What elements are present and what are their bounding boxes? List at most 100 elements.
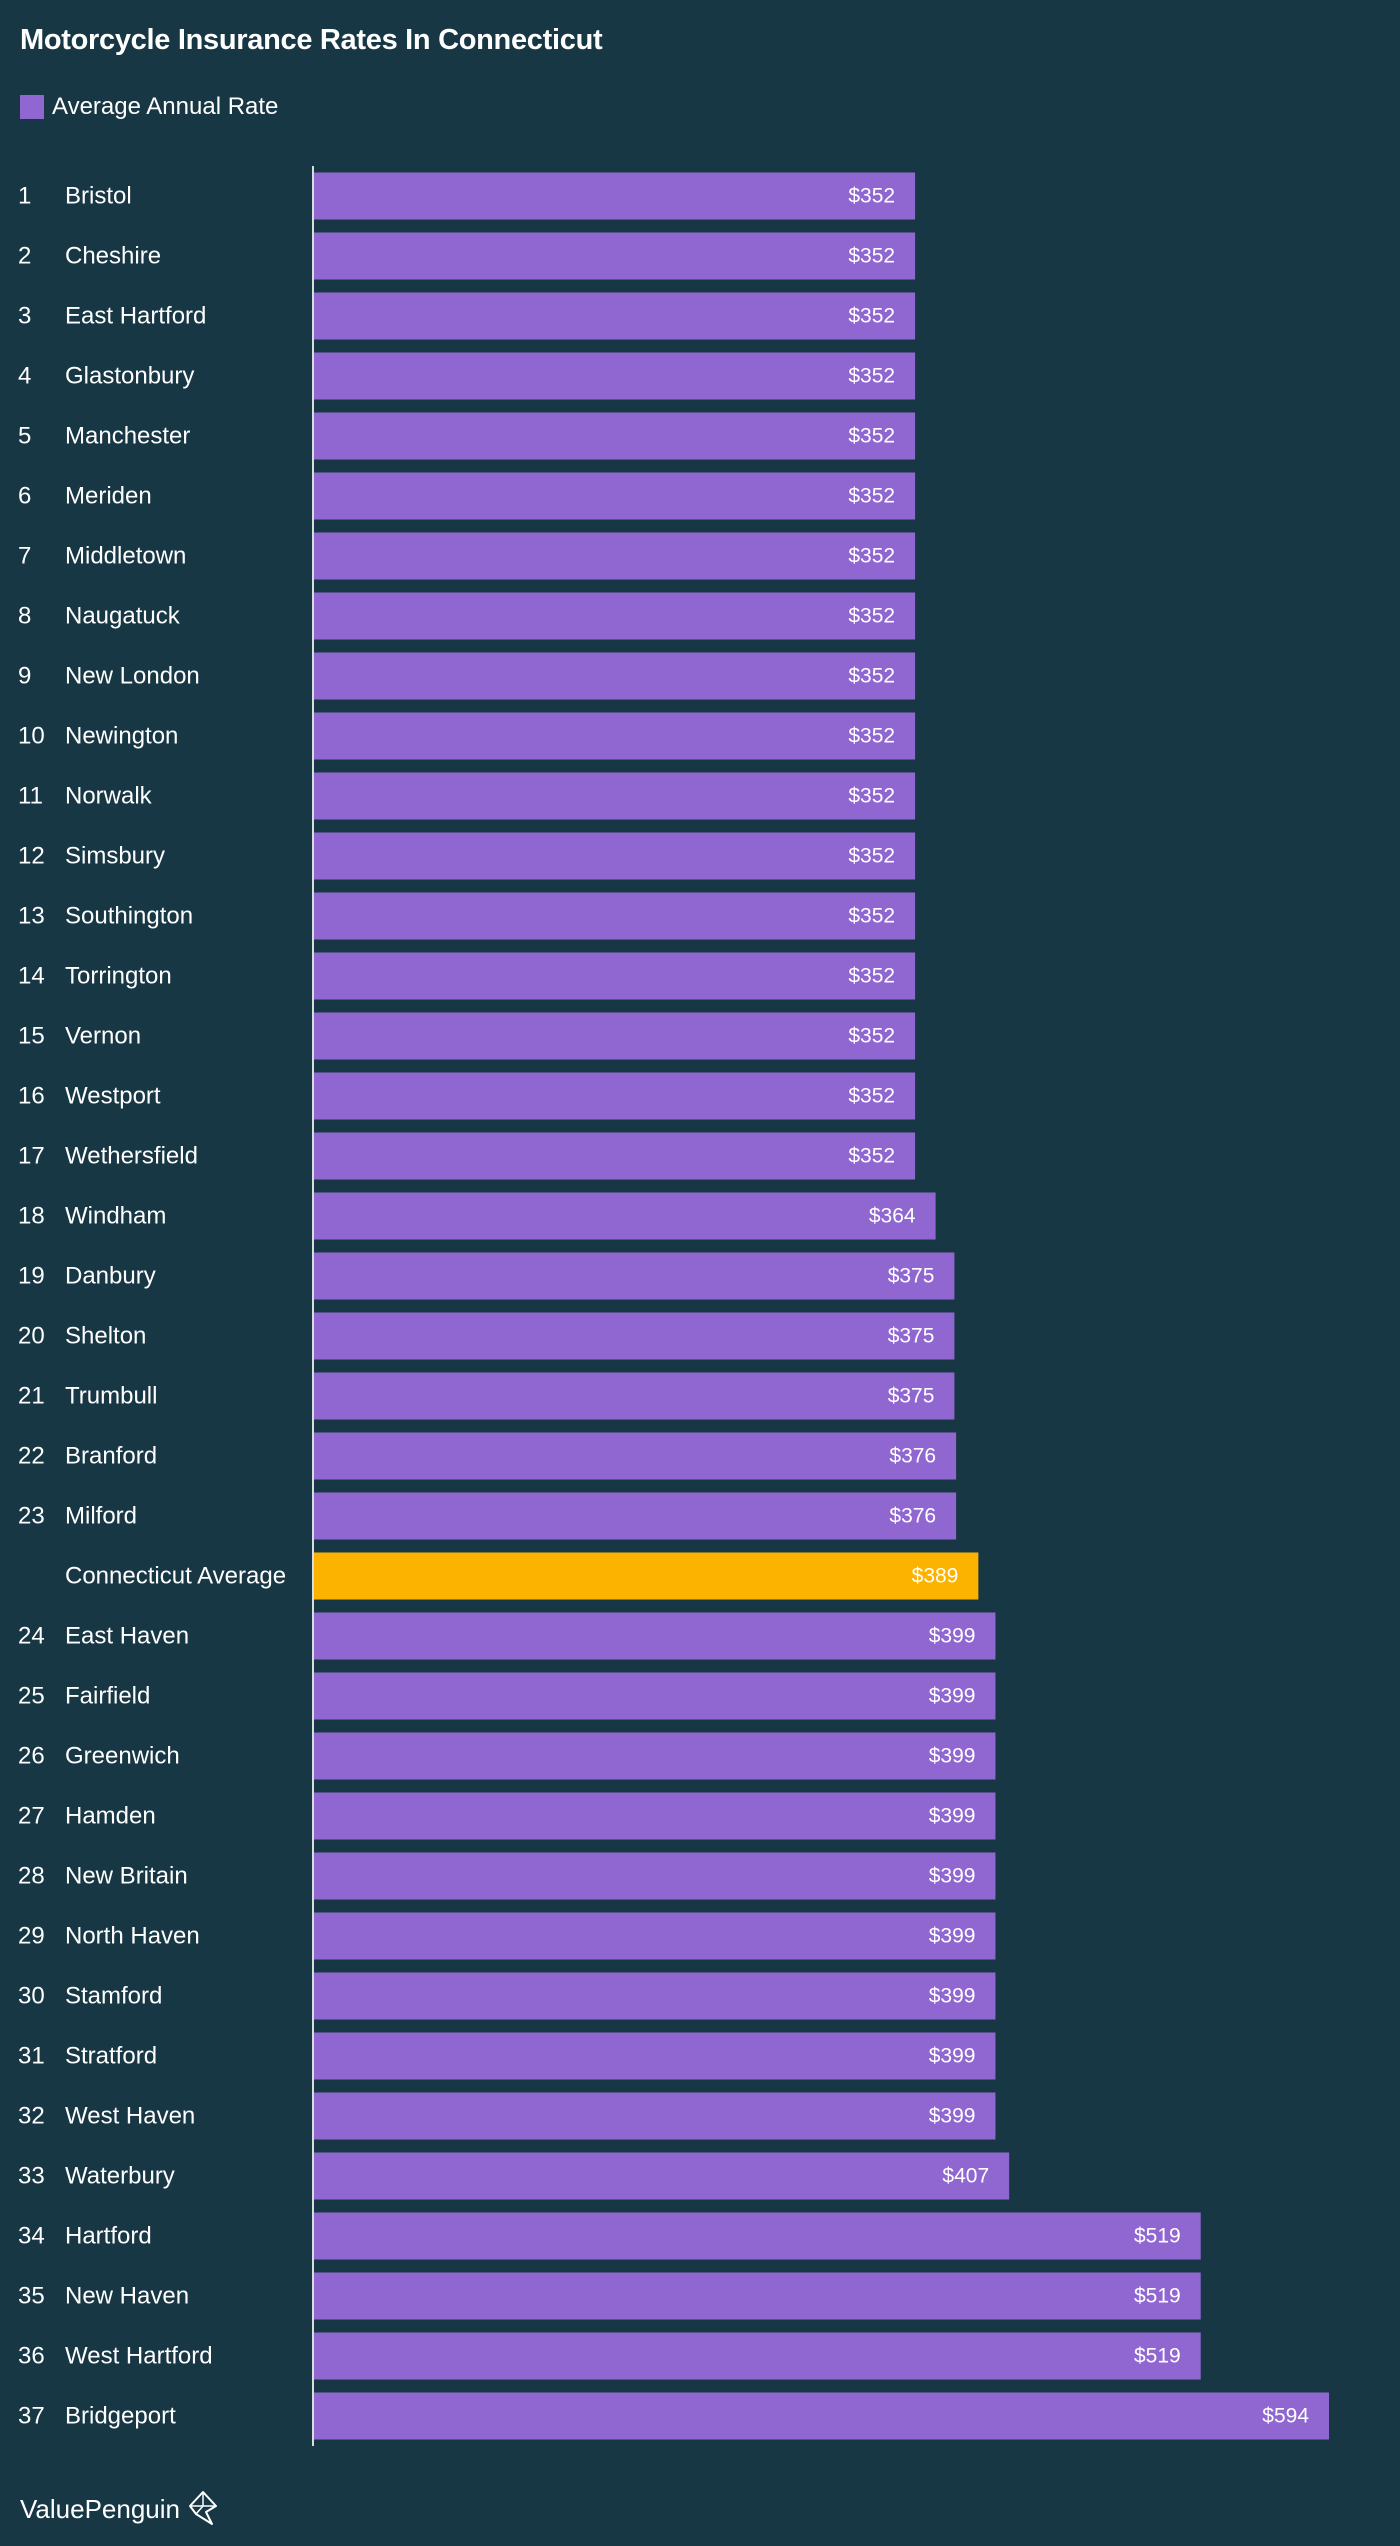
bar bbox=[313, 1192, 936, 1240]
rank-label: 10 bbox=[18, 723, 45, 750]
data-label: $352 bbox=[848, 485, 895, 508]
bar bbox=[313, 1492, 957, 1540]
data-label: $352 bbox=[848, 545, 895, 568]
rank-label: 29 bbox=[18, 1923, 45, 1950]
rank-label: 35 bbox=[18, 2283, 45, 2310]
data-label: $519 bbox=[1134, 2345, 1181, 2368]
bar bbox=[313, 1792, 996, 1840]
rank-label: 24 bbox=[18, 1623, 45, 1650]
penguin-logo-icon bbox=[189, 2491, 217, 2525]
brand-logo: ValuePenguin bbox=[20, 2490, 220, 2528]
data-label: $352 bbox=[848, 845, 895, 868]
rank-label: 33 bbox=[18, 2163, 45, 2190]
data-label: $399 bbox=[929, 1805, 976, 1828]
data-label: $375 bbox=[888, 1325, 935, 1348]
bar bbox=[313, 1612, 996, 1660]
chart-title: Motorcycle Insurance Rates In Connecticu… bbox=[20, 24, 603, 56]
bar bbox=[313, 1672, 996, 1720]
bar bbox=[313, 2092, 996, 2140]
data-label: $352 bbox=[848, 785, 895, 808]
data-label: $352 bbox=[848, 1085, 895, 1108]
category-label: Naugatuck bbox=[65, 603, 181, 630]
bar bbox=[313, 2272, 1201, 2320]
category-label: Trumbull bbox=[65, 1383, 157, 1410]
category-label: Manchester bbox=[65, 423, 190, 450]
rank-label: 27 bbox=[18, 1803, 45, 1830]
category-label: Cheshire bbox=[65, 243, 161, 270]
category-label: Milford bbox=[65, 1503, 137, 1530]
bar bbox=[313, 1012, 916, 1060]
bar bbox=[313, 772, 916, 820]
data-label: $352 bbox=[848, 305, 895, 328]
bar bbox=[313, 2032, 996, 2080]
data-label: $399 bbox=[929, 2045, 976, 2068]
category-label: New Britain bbox=[65, 1863, 188, 1890]
category-label: Stratford bbox=[65, 2043, 157, 2070]
category-label: Middletown bbox=[65, 543, 186, 570]
category-label: Bristol bbox=[65, 183, 132, 210]
category-label: Danbury bbox=[65, 1263, 156, 1290]
rank-label: 31 bbox=[18, 2043, 45, 2070]
bar bbox=[313, 292, 916, 340]
rank-label: 22 bbox=[18, 1443, 45, 1470]
category-label: Norwalk bbox=[65, 783, 153, 810]
rank-label: 25 bbox=[18, 1683, 45, 1710]
data-label: $352 bbox=[848, 425, 895, 448]
rank-label: 23 bbox=[18, 1503, 45, 1530]
data-label: $352 bbox=[848, 1025, 895, 1048]
bar bbox=[313, 1372, 955, 1420]
data-label: $399 bbox=[929, 1985, 976, 2008]
data-label: $352 bbox=[848, 665, 895, 688]
data-label: $519 bbox=[1134, 2285, 1181, 2308]
category-label: West Hartford bbox=[65, 2343, 213, 2370]
bar bbox=[313, 2152, 1010, 2200]
bar bbox=[313, 232, 916, 280]
bar bbox=[313, 1912, 996, 1960]
category-label: New London bbox=[65, 663, 200, 690]
bar bbox=[313, 652, 916, 700]
category-label: Stamford bbox=[65, 1983, 162, 2010]
rank-label: 36 bbox=[18, 2343, 45, 2370]
data-label: $399 bbox=[929, 1865, 976, 1888]
data-label: $399 bbox=[929, 2105, 976, 2128]
bar bbox=[313, 1072, 916, 1120]
legend-label: Average Annual Rate bbox=[52, 93, 279, 120]
category-label: Newington bbox=[65, 723, 178, 750]
legend-swatch bbox=[20, 95, 44, 119]
data-label: $352 bbox=[848, 1145, 895, 1168]
data-label: $399 bbox=[929, 1745, 976, 1768]
category-label: Connecticut Average bbox=[65, 1563, 286, 1590]
bar bbox=[313, 892, 916, 940]
brand-name: ValuePenguin bbox=[20, 2493, 180, 2524]
data-label: $594 bbox=[1262, 2405, 1309, 2428]
data-label: $407 bbox=[942, 2165, 989, 2188]
rank-label: 20 bbox=[18, 1323, 45, 1350]
bar bbox=[313, 352, 916, 400]
bar bbox=[313, 2392, 1329, 2440]
category-label: Vernon bbox=[65, 1023, 141, 1050]
rank-label: 9 bbox=[18, 663, 31, 690]
category-label: Waterbury bbox=[65, 2163, 175, 2190]
data-label: $399 bbox=[929, 1685, 976, 1708]
rank-label: 3 bbox=[18, 303, 31, 330]
bar bbox=[313, 2212, 1201, 2260]
category-label: Bridgeport bbox=[65, 2403, 176, 2430]
data-label: $352 bbox=[848, 185, 895, 208]
rank-label: 7 bbox=[18, 543, 31, 570]
rank-label: 26 bbox=[18, 1743, 45, 1770]
rank-label: 34 bbox=[18, 2223, 45, 2250]
data-label: $519 bbox=[1134, 2225, 1181, 2248]
data-label: $352 bbox=[848, 965, 895, 988]
rank-label: 21 bbox=[18, 1383, 45, 1410]
category-label: Simsbury bbox=[65, 843, 165, 870]
data-label: $375 bbox=[888, 1385, 935, 1408]
bar bbox=[313, 1852, 996, 1900]
category-label: Glastonbury bbox=[65, 363, 194, 390]
rank-label: 30 bbox=[18, 1983, 45, 2010]
category-label: Torrington bbox=[65, 963, 172, 990]
legend: Average Annual Rate bbox=[20, 92, 278, 122]
data-label: $376 bbox=[889, 1445, 936, 1468]
rank-label: 2 bbox=[18, 243, 31, 270]
rank-label: 19 bbox=[18, 1263, 45, 1290]
rank-label: 15 bbox=[18, 1023, 45, 1050]
